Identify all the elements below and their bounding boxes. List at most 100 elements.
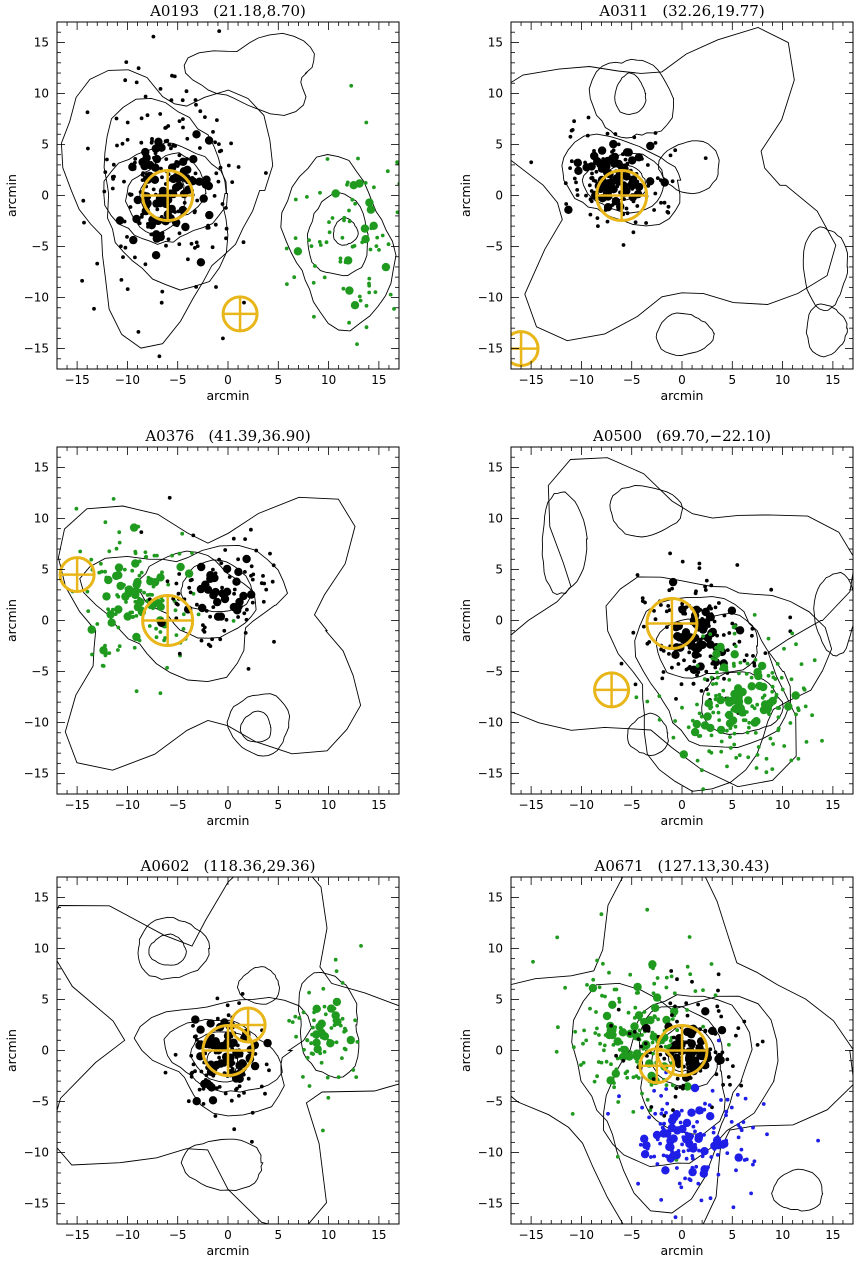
bright-member-black bbox=[181, 222, 190, 232]
member-point-black bbox=[697, 566, 702, 570]
member-point-blue bbox=[729, 1105, 734, 1110]
member-point-black bbox=[737, 639, 742, 644]
member-point-green bbox=[680, 705, 684, 710]
bright-member-green bbox=[331, 189, 340, 198]
x-tick-label: −10 bbox=[569, 798, 594, 812]
bright-member-black bbox=[250, 1061, 260, 1071]
member-point-green bbox=[771, 742, 775, 746]
member-point-green bbox=[116, 625, 121, 630]
member-point-green bbox=[625, 1069, 630, 1074]
member-point-blue bbox=[744, 1157, 749, 1162]
member-point-black bbox=[639, 1044, 643, 1049]
member-point-green bbox=[147, 624, 152, 628]
member-point-green bbox=[595, 1026, 599, 1031]
member-point-black bbox=[251, 572, 256, 577]
member-point-green bbox=[592, 1079, 597, 1084]
member-point-green bbox=[655, 976, 660, 980]
member-point-black bbox=[673, 1004, 677, 1009]
axis-ticks bbox=[510, 876, 854, 1225]
member-point-black bbox=[750, 626, 755, 631]
center-marker-icon bbox=[638, 1047, 676, 1085]
y-tick-label: 10 bbox=[488, 511, 503, 525]
bright-member-green bbox=[345, 286, 354, 295]
bright-member-green bbox=[121, 592, 130, 601]
bright-member-black bbox=[628, 156, 637, 165]
member-point-black bbox=[171, 143, 175, 148]
member-point-green bbox=[728, 735, 732, 739]
bright-member-green bbox=[346, 1035, 355, 1045]
bright-member-green bbox=[606, 1076, 615, 1085]
member-point-black bbox=[675, 977, 679, 982]
member-point-blue bbox=[652, 1088, 656, 1093]
member-point-green bbox=[727, 678, 732, 682]
member-point-blue bbox=[751, 1125, 755, 1130]
member-point-black bbox=[232, 591, 237, 596]
member-point-green bbox=[706, 692, 711, 696]
bright-member-black bbox=[132, 214, 141, 224]
member-point-blue bbox=[736, 1123, 741, 1127]
member-point-green bbox=[311, 1025, 315, 1030]
bright-member-black bbox=[158, 186, 168, 196]
member-point-black bbox=[188, 590, 193, 595]
x-tick-label: 10 bbox=[775, 1228, 790, 1242]
y-tick-label: 0 bbox=[495, 189, 503, 203]
member-point-black bbox=[271, 563, 276, 568]
bright-member-black bbox=[234, 567, 243, 577]
member-point-green bbox=[290, 1020, 295, 1024]
bright-member-blue bbox=[667, 1123, 677, 1133]
member-point-green bbox=[309, 1051, 314, 1056]
member-point-black bbox=[246, 667, 251, 671]
member-point-green bbox=[334, 969, 339, 973]
member-point-blue bbox=[724, 1113, 728, 1118]
member-point-black bbox=[214, 285, 218, 289]
member-point-green bbox=[142, 590, 147, 595]
member-point-black bbox=[596, 224, 600, 229]
member-point-black bbox=[194, 102, 198, 107]
y-tick-label: 5 bbox=[41, 137, 49, 151]
bright-member-black bbox=[716, 1055, 725, 1065]
member-point-black bbox=[680, 1086, 685, 1091]
bright-member-black bbox=[696, 640, 705, 649]
bright-member-blue bbox=[688, 1167, 697, 1177]
x-tick-label: 0 bbox=[224, 373, 232, 387]
member-point-black bbox=[671, 1035, 676, 1040]
member-point-blue bbox=[638, 1142, 643, 1147]
member-point-black bbox=[659, 200, 663, 205]
y-tick-label: 15 bbox=[34, 890, 49, 904]
bright-member-black bbox=[239, 591, 248, 601]
x-tick-label: 15 bbox=[371, 373, 386, 387]
member-point-black bbox=[198, 109, 203, 114]
bright-member-black bbox=[195, 1041, 204, 1050]
member-point-green bbox=[386, 242, 391, 247]
member-point-blue bbox=[743, 1096, 748, 1101]
member-point-black bbox=[202, 625, 207, 630]
member-point-black bbox=[111, 162, 116, 167]
member-point-black bbox=[725, 1057, 730, 1062]
member-point-green bbox=[770, 671, 775, 675]
x-axis-label: arcmin bbox=[661, 813, 704, 828]
member-point-black bbox=[186, 257, 190, 262]
member-point-green bbox=[355, 1040, 360, 1044]
bright-member-green bbox=[618, 1028, 628, 1037]
member-point-green bbox=[770, 767, 775, 771]
bright-member-black bbox=[706, 613, 715, 622]
member-point-blue bbox=[636, 1181, 640, 1186]
member-point-black bbox=[691, 682, 696, 686]
bright-member-blue bbox=[699, 1169, 708, 1178]
member-point-black bbox=[609, 1023, 613, 1028]
member-point-black bbox=[191, 1062, 196, 1067]
member-point-black bbox=[662, 1056, 667, 1061]
member-point-black bbox=[621, 1058, 626, 1063]
contour-line bbox=[57, 877, 399, 1224]
plot-area bbox=[57, 495, 362, 771]
member-point-black bbox=[714, 1072, 719, 1077]
member-point-black bbox=[224, 206, 228, 210]
member-point-blue bbox=[659, 1094, 663, 1098]
member-point-black bbox=[212, 194, 217, 198]
member-point-green bbox=[355, 342, 359, 346]
member-point-black bbox=[249, 564, 254, 569]
member-point-green bbox=[573, 1029, 578, 1034]
member-point-green bbox=[776, 715, 781, 720]
member-point-black bbox=[653, 141, 658, 145]
member-point-black bbox=[653, 131, 658, 135]
